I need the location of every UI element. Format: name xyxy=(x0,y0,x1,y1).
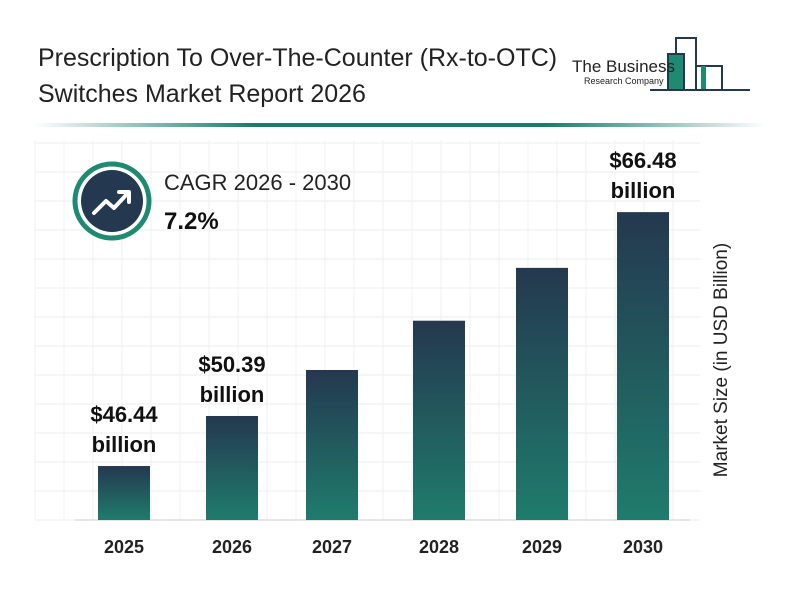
page-title: Prescription To Over-The-Counter (Rx-to-… xyxy=(38,44,558,108)
bar-2025 xyxy=(98,466,150,520)
data-label: billion xyxy=(92,432,157,457)
data-label: $66.48 xyxy=(609,148,676,173)
cagr-icon-badge xyxy=(72,161,152,246)
company-logo: The Business Research Company xyxy=(570,34,755,99)
bar-2030 xyxy=(617,212,669,520)
cagr-value: 7.2% xyxy=(164,208,219,235)
data-label: $46.44 xyxy=(90,402,158,427)
cagr-label: CAGR 2026 - 2030 xyxy=(164,170,352,195)
bar-2026 xyxy=(206,415,258,520)
data-label: billion xyxy=(611,178,676,203)
svg-text:Research Company: Research Company xyxy=(584,76,664,86)
bar-2029 xyxy=(516,267,568,520)
divider xyxy=(35,123,765,127)
x-tick-label: 2026 xyxy=(212,537,252,557)
x-tick-label: 2028 xyxy=(419,537,459,557)
bar-2028 xyxy=(413,320,465,520)
bar-2027 xyxy=(306,369,358,520)
data-label: $50.39 xyxy=(198,352,265,377)
svg-text:The Business: The Business xyxy=(572,57,675,76)
x-tick-label: 2030 xyxy=(623,537,663,557)
x-tick-label: 2027 xyxy=(312,537,352,557)
x-tick-label: 2029 xyxy=(522,537,562,557)
trend-up-icon xyxy=(72,161,152,241)
x-tick-label: 2025 xyxy=(104,537,144,557)
y-axis-label: Market Size (in USD Billion) xyxy=(711,242,732,478)
data-label: billion xyxy=(200,382,265,407)
